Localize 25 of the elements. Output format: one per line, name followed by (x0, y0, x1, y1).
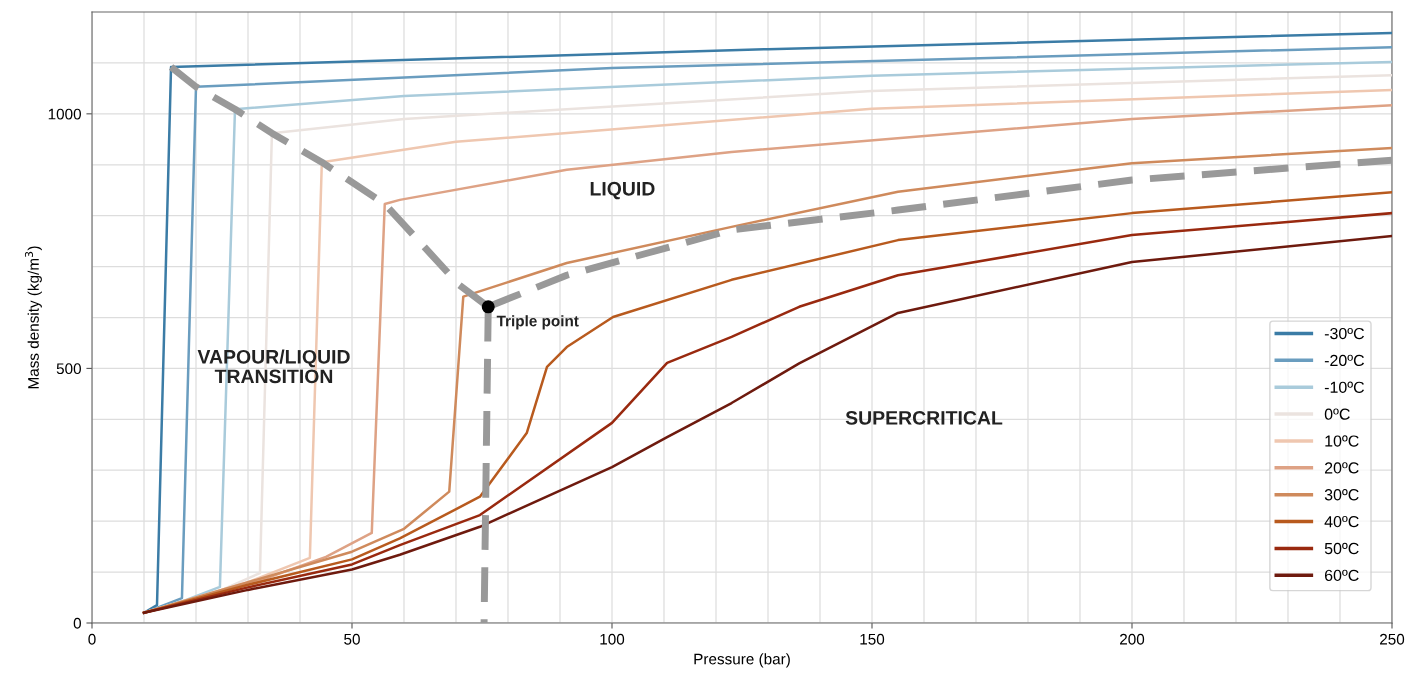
x-axis-title: Pressure (bar) (694, 653, 790, 668)
annotation: SUPERCRITICAL (845, 410, 1003, 425)
annotation: Triple point (496, 315, 579, 330)
legend-label: 40ºC (1324, 515, 1359, 528)
x-tick-label: 100 (600, 633, 625, 645)
legend-label: 50ºC (1324, 542, 1359, 555)
legend-label: 0ºC (1324, 408, 1350, 420)
y-axis-title: Mass density (kg/m$^{3}$) (24, 246, 42, 389)
y-tick-label: 0 (73, 617, 81, 629)
annotation: LIQUID (590, 181, 655, 200)
annotation: VAPOUR/LIQUID TRANSITION (197, 349, 350, 384)
legend-label: 10ºC (1325, 435, 1359, 447)
legend-label: 30ºC (1324, 489, 1359, 501)
legend-label: 60ºC (1324, 569, 1359, 582)
legend-label: -10ºC (1324, 381, 1365, 393)
x-tick-label: 150 (860, 633, 885, 645)
x-tick-label: 0 (88, 633, 96, 645)
y-tick-label: 1000 (48, 108, 81, 120)
y-tick-label: 500 (56, 363, 81, 375)
x-tick-label: 50 (344, 633, 360, 645)
legend-label: 20ºC (1324, 462, 1359, 474)
legend-label: -20ºC (1324, 354, 1365, 367)
legend-label: -30ºC (1324, 327, 1365, 340)
x-tick-label: 200 (1120, 633, 1145, 645)
x-tick-label: 250 (1380, 633, 1405, 645)
